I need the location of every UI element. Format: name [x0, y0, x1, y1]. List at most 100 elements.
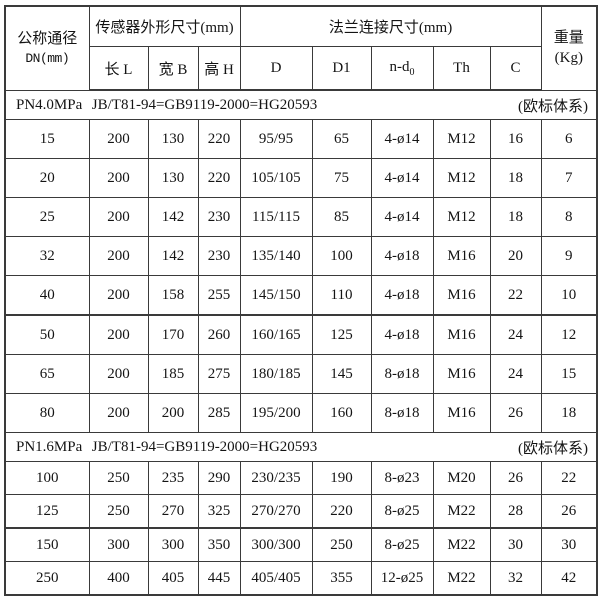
header-th: Th	[432, 46, 491, 91]
table-cell: 195/200	[239, 393, 313, 433]
standard-reference: JB/T81-94=GB9119-2000=HG20593	[91, 96, 318, 113]
header-width: 宽 B	[147, 46, 199, 91]
table-cell: 16	[489, 119, 542, 159]
table-cell: M16	[432, 275, 491, 316]
table-cell: 4-ø14	[370, 197, 434, 237]
table-cell: 95/95	[239, 119, 313, 159]
table-cell: 105/105	[239, 158, 313, 198]
table-cell: 80	[4, 393, 90, 433]
table-row: 250 400 405 445 405/405 355 12-ø25 M22 32 42	[4, 561, 598, 596]
table-row: 32 200 142 230 135/140 100 4-ø18 M16 20 9	[4, 236, 598, 276]
table-cell: 8	[540, 197, 598, 237]
table-cell: 8-ø18	[370, 393, 434, 433]
header-nominal-diameter: 公称通径 DN(mm)	[4, 5, 90, 91]
table-cell: 185	[147, 354, 199, 394]
table-row: 100 250 235 290 230/235 190 8-ø23 M20 26 22	[4, 461, 598, 495]
table-cell: 160/165	[239, 314, 313, 355]
table-cell: M20	[432, 461, 491, 495]
header-d1: D1	[311, 46, 372, 91]
table-cell: 160	[311, 393, 372, 433]
table-cell: 65	[4, 354, 90, 394]
table-cell: 135/140	[239, 236, 313, 276]
table-cell: 26	[540, 494, 598, 529]
table-cell: 75	[311, 158, 372, 198]
table-cell: 190	[311, 461, 372, 495]
table-cell: 170	[147, 314, 199, 355]
table-cell: 65	[311, 119, 372, 159]
table-row: 80 200 200 285 195/200 160 8-ø18 M16 26 18	[4, 393, 598, 433]
table-cell: 270/270	[239, 494, 313, 529]
table-cell: 300	[147, 527, 199, 562]
header-row-groups: 公称通径 DN(mm) 传感器外形尺寸(mm) 法兰连接尺寸(mm) 重量 (K…	[4, 5, 598, 91]
table-cell: 180/185	[239, 354, 313, 394]
table-cell: 250	[88, 494, 149, 529]
table-cell: 130	[147, 119, 199, 159]
table-cell: 200	[88, 275, 149, 316]
table-row: 15 200 130 220 95/95 65 4-ø14 M12 16 6	[4, 119, 598, 159]
table-cell: 4-ø14	[370, 119, 434, 159]
table-cell: 145	[311, 354, 372, 394]
table-cell: 125	[311, 314, 372, 355]
header-c: C	[489, 46, 542, 91]
table-header: 公称通径 DN(mm) 传感器外形尺寸(mm) 法兰连接尺寸(mm) 重量 (K…	[4, 5, 598, 91]
table-cell: 115/115	[239, 197, 313, 237]
table-cell: 32	[4, 236, 90, 276]
table-row: 40 200 158 255 145/150 110 4-ø18 M16 22 10	[4, 275, 598, 316]
pressure-section-cell: PN1.6MPa JB/T81-94=GB9119-2000=HG20593 (欧标…	[4, 432, 598, 462]
table-cell: 4-ø14	[370, 158, 434, 198]
header-weight: 重量 (Kg)	[540, 5, 598, 91]
table-cell: 9	[540, 236, 598, 276]
table-cell: 10	[540, 275, 598, 316]
header-weight-label: 重量	[553, 30, 584, 46]
table-cell: 24	[489, 314, 542, 355]
table-cell: M22	[432, 494, 491, 529]
table-cell: 325	[197, 494, 241, 529]
table-cell: 200	[88, 354, 149, 394]
table-cell: 50	[4, 314, 90, 355]
table-cell: 20	[489, 236, 542, 276]
table-cell: 18	[540, 393, 598, 433]
table-cell: 285	[197, 393, 241, 433]
table-cell: 30	[540, 527, 598, 562]
table-cell: 220	[197, 119, 241, 159]
table-cell: 130	[147, 158, 199, 198]
table-cell: M16	[432, 354, 491, 394]
table-row: 125 250 270 325 270/270 220 8-ø25 M22 28 26	[4, 494, 598, 529]
table-cell: 270	[147, 494, 199, 529]
table-cell: 255	[197, 275, 241, 316]
table-cell: 200	[147, 393, 199, 433]
header-n-d0-base: n-d	[389, 58, 410, 75]
table-cell: 28	[489, 494, 542, 529]
table-cell: 158	[147, 275, 199, 316]
table-cell: 200	[88, 314, 149, 355]
table-row: 150 300 300 350 300/300 250 8-ø25 M22 30 30	[4, 527, 598, 562]
table-cell: 15	[540, 354, 598, 394]
table-cell: 125	[4, 494, 90, 529]
header-n-d0: n-d0	[370, 46, 434, 91]
table-row: 50 200 170 260 160/165 125 4-ø18 M16 24 12	[4, 314, 598, 355]
table-cell: 24	[489, 354, 542, 394]
table-cell: 145/150	[239, 275, 313, 316]
table-row: 20 200 130 220 105/105 75 4-ø14 M12 18 7	[4, 158, 598, 198]
table-cell: 300/300	[239, 527, 313, 562]
table-cell: 8-ø25	[370, 527, 434, 562]
header-row-subcolumns: 长 L 宽 B 高 H D D1 n-d0 Th C	[5, 46, 597, 91]
table-cell: 4-ø18	[370, 314, 434, 355]
table-cell: 235	[147, 461, 199, 495]
header-d: D	[239, 46, 313, 91]
table-cell: 18	[489, 158, 542, 198]
dimension-spec-table: 公称通径 DN(mm) 传感器外形尺寸(mm) 法兰连接尺寸(mm) 重量 (K…	[4, 5, 599, 596]
table-cell: 18	[489, 197, 542, 237]
table-cell: 200	[88, 158, 149, 198]
pressure-rating: PN1.6MPa	[16, 438, 83, 455]
table-cell: 26	[489, 393, 542, 433]
standard-reference: JB/T81-94=GB9119-2000=HG20593	[91, 438, 318, 455]
table-cell: 100	[311, 236, 372, 276]
pressure-section-row: PN1.6MPa JB/T81-94=GB9119-2000=HG20593 (欧标…	[4, 432, 598, 462]
standard-system-note: (欧标体系)	[518, 98, 589, 115]
table-cell: M12	[432, 119, 491, 159]
header-nominal-diameter-label: 公称通径	[17, 31, 78, 48]
table-cell: 40	[4, 275, 90, 316]
table-cell: 85	[311, 197, 372, 237]
table-cell: 26	[489, 461, 542, 495]
